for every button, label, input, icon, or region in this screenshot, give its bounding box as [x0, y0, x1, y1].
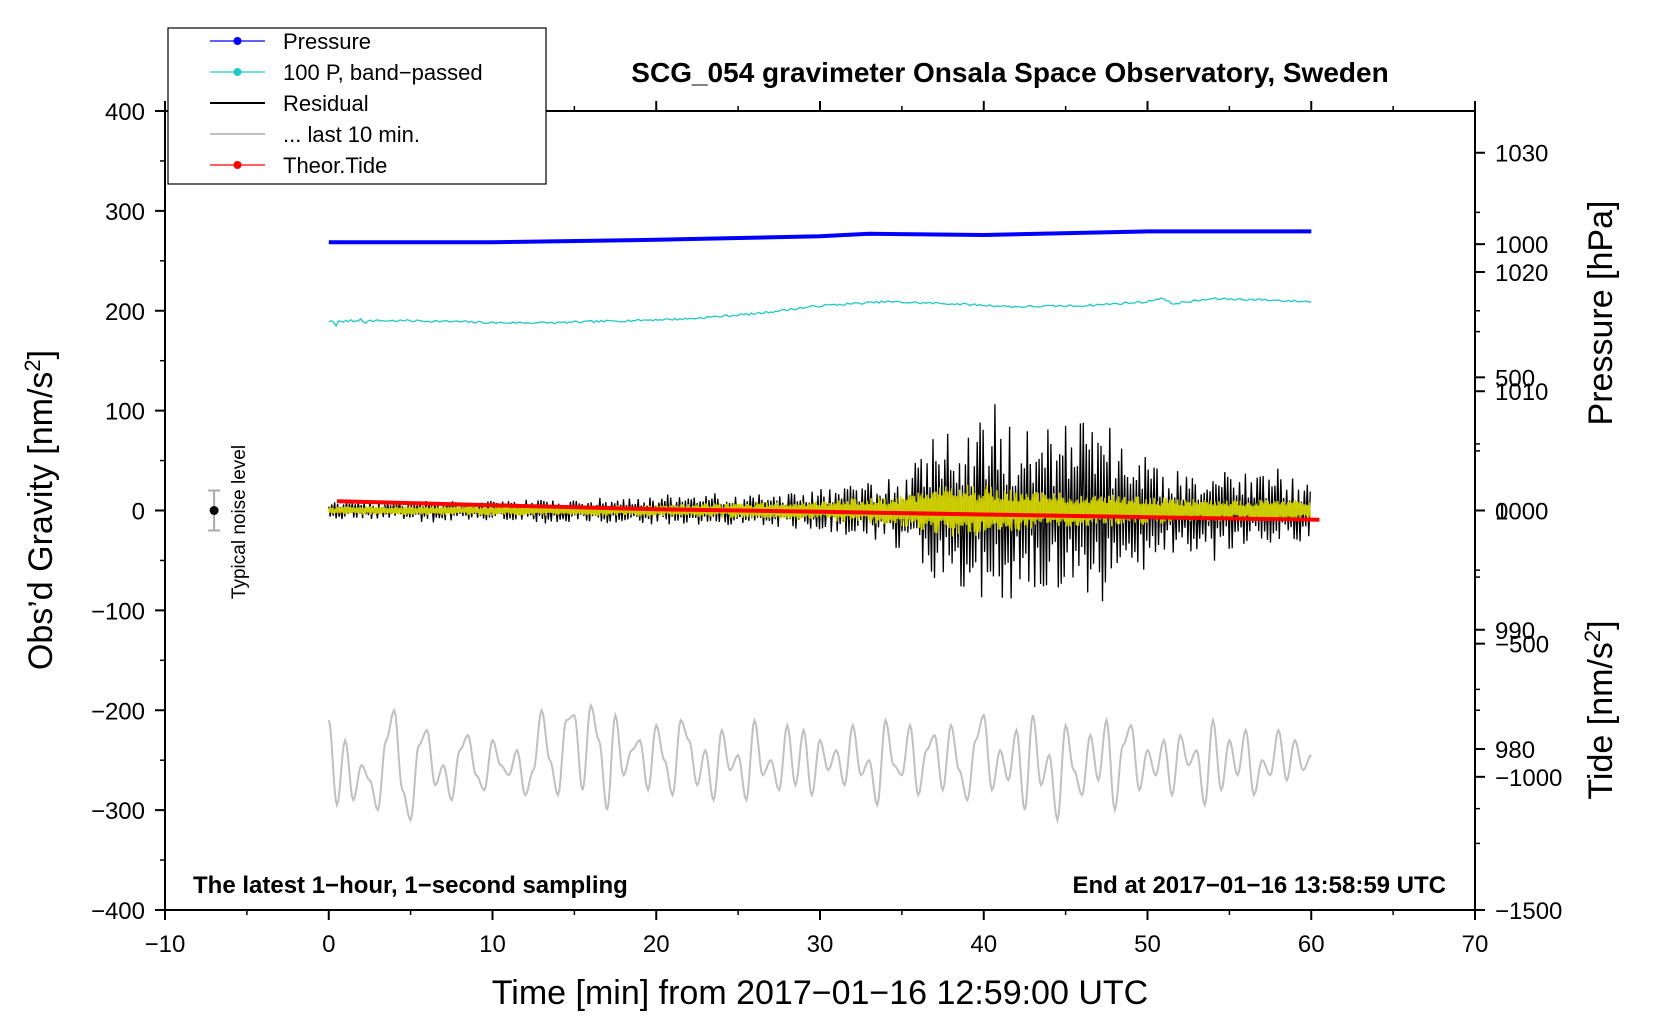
series-band-passed	[328, 296, 1312, 328]
y-tick-label-pressure: 1020	[1495, 260, 1548, 287]
y-tick-label-left: −300	[91, 798, 145, 825]
x-tick-label: 50	[1134, 931, 1161, 958]
y-axis-title-left: Obs’d Gravity [nm/s2]	[20, 350, 61, 670]
y-tick-label-tide: 500	[1495, 365, 1535, 392]
legend-label: ... last 10 min.	[283, 122, 420, 147]
x-tick-label: 40	[970, 931, 997, 958]
series-pressure	[328, 229, 1312, 245]
y-tick-label-left: −100	[91, 598, 145, 625]
y-tick-label-tide: −1500	[1495, 898, 1562, 925]
y-tick-label-pressure: 1000	[1495, 499, 1548, 526]
y-tick-label-tide: 1000	[1495, 232, 1548, 259]
x-axis-title: Time [min] from 2017−01−16 12:59:00 UTC	[492, 974, 1148, 1012]
x-tick-label: −10	[145, 931, 186, 958]
legend-label: Theor.Tide	[283, 153, 387, 178]
legend-marker	[233, 68, 242, 76]
y-tick-label-left: −400	[91, 898, 145, 925]
x-tick-label: 20	[643, 931, 670, 958]
y-axis-title-tide: Tide [nm/s2]	[1580, 620, 1621, 799]
legend-marker	[233, 37, 242, 45]
y-tick-label-pressure: 1030	[1495, 141, 1548, 168]
legend-box	[167, 27, 547, 185]
y-tick-label-left: 100	[105, 399, 145, 426]
y-tick-label-pressure: 1010	[1495, 379, 1548, 406]
legend-marker	[233, 161, 242, 169]
legend-label: Residual	[283, 91, 369, 116]
sampling-note: The latest 1−hour, 1−second sampling	[193, 872, 628, 899]
y-tick-label-left: −200	[91, 698, 145, 725]
y-tick-label-tide: −500	[1495, 632, 1549, 659]
series-theoretical-tide	[336, 499, 1320, 522]
y-tick-label-tide: 0	[1495, 499, 1508, 526]
y-tick-label-pressure: 980	[1495, 737, 1535, 764]
legend: Pressure 100 P, band−passed Residual ... la…	[167, 27, 547, 185]
end-time-note: End at 2017−01−16 13:58:59 UTC	[1072, 872, 1446, 899]
y-tick-label-left: 200	[105, 299, 145, 326]
chart-title: SCG_054 gravimeter Onsala Space Observat…	[631, 57, 1388, 88]
x-tick-label: 60	[1298, 931, 1325, 958]
y-tick-label-pressure: 990	[1495, 618, 1535, 645]
noise-point	[209, 506, 219, 515]
y-tick-label-tide: −1000	[1495, 765, 1562, 792]
x-tick-label: 10	[479, 931, 506, 958]
series-residual	[328, 404, 1311, 602]
y-axis-title-pressure: Pressure [hPa]	[1582, 201, 1620, 426]
x-tick-label: 0	[322, 931, 335, 958]
series-last-10-min	[327, 702, 1312, 825]
x-tick-label: 30	[807, 931, 834, 958]
y-tick-label-left: 300	[105, 199, 145, 226]
legend-label: Pressure	[283, 29, 371, 54]
noise-level-label: Typical noise level	[229, 445, 250, 599]
legend-label: 100 P, band−passed	[283, 60, 483, 85]
y-tick-label-left: 400	[105, 99, 145, 126]
ticks-layer: −10 0 10 20 30 40 50 60 704003002001000−100−200−…	[91, 99, 1562, 958]
noise-level-marker	[208, 489, 221, 532]
x-tick-label: 70	[1462, 931, 1489, 958]
series-layer	[327, 229, 1320, 825]
y-tick-label-left: 0	[132, 499, 145, 526]
